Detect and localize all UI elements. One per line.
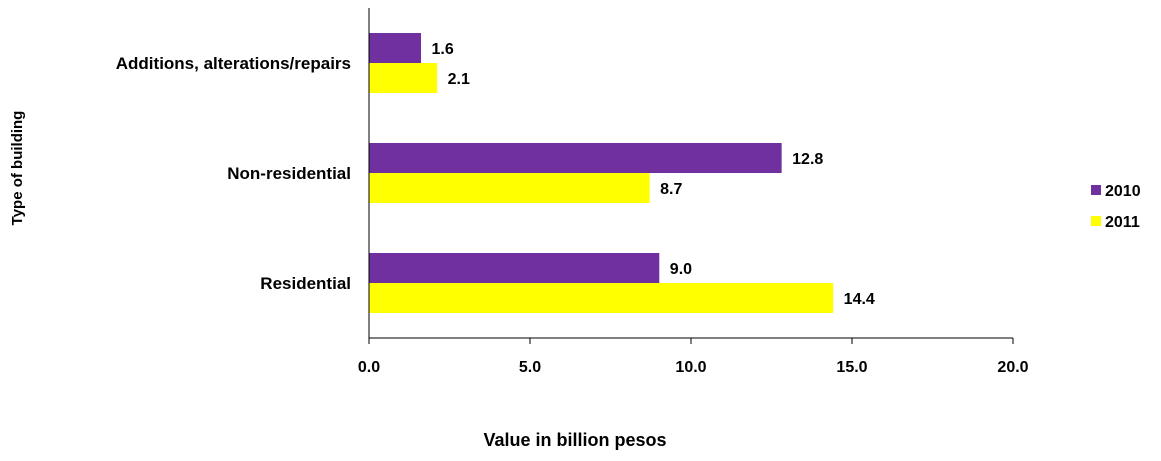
bar-2011-1 [369,63,438,93]
y-axis-title: Type of building [9,111,26,226]
legend-label-2010: 2010 [1105,183,1141,200]
bar-2011-2 [369,173,650,203]
x-axis-title: Value in billion pesos [483,430,666,450]
category-labels-layer: Additions, alterations/repairs Non-reside… [116,54,351,293]
bar-2010-3 [369,253,660,283]
category-label-3: Residential [260,274,351,293]
data-label-2011-3: 14.4 [844,291,875,308]
x-ticks-layer: 0.0 5.0 10.0 15.0 20.0 [358,338,1029,376]
data-label-2010-1: 1.6 [432,41,454,58]
data-label-2010-2: 12.8 [792,151,823,168]
data-label-2011-1: 2.1 [448,71,470,88]
legend: 2010 2011 [1091,183,1141,231]
x-tick-label-1: 0.0 [358,359,380,376]
data-label-2011-2: 8.7 [660,181,682,198]
x-tick-label-3: 10.0 [675,359,706,376]
category-label-1: Additions, alterations/repairs [116,54,351,73]
x-tick-label-5: 20.0 [997,359,1028,376]
data-label-2010-3: 9.0 [670,261,692,278]
value-labels-layer: 1.6 2.1 12.8 8.7 9.0 14.4 [432,41,875,308]
bar-2010-1 [369,33,422,63]
legend-swatch-2010 [1091,185,1101,195]
bar-2011-3 [369,283,834,313]
x-tick-label-2: 5.0 [519,359,541,376]
bar-2010-2 [369,143,782,173]
bars-layer [369,33,834,313]
x-tick-label-4: 15.0 [836,359,867,376]
category-label-2: Non-residential [227,164,351,183]
legend-label-2011: 2011 [1105,214,1140,231]
legend-swatch-2011 [1091,216,1101,226]
